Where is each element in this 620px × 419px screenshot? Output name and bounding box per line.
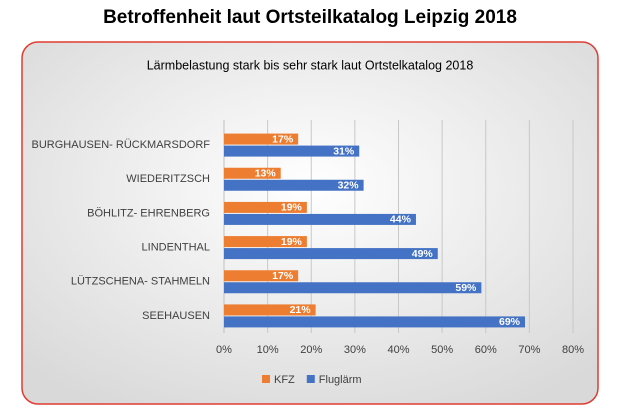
data-label: 21%	[290, 304, 312, 316]
x-tick-label: 40%	[387, 344, 409, 356]
x-tick-label: 0%	[216, 344, 232, 356]
data-label: 31%	[333, 145, 355, 157]
chart-title: Lärmbelastung stark bis sehr stark laut …	[147, 58, 474, 72]
data-label: 69%	[499, 316, 521, 328]
x-tick-label: 10%	[257, 344, 279, 356]
y-tick-label: BURGHAUSEN- RÜCKMARSDORF	[32, 139, 211, 151]
x-tick-label: 20%	[300, 344, 322, 356]
bar	[224, 304, 316, 316]
x-tick-label: 80%	[562, 344, 584, 356]
bar	[224, 167, 281, 179]
x-tick-label: 30%	[344, 344, 366, 356]
bar	[224, 316, 526, 328]
bar	[224, 145, 360, 157]
bar	[224, 248, 438, 260]
bar	[224, 201, 307, 213]
y-tick-label: LÜTZSCHENA- STAHMELN	[71, 276, 210, 288]
x-tick-label: 60%	[475, 344, 497, 356]
data-label: 32%	[338, 180, 360, 192]
data-label: 49%	[412, 248, 434, 260]
legend-swatch	[262, 375, 270, 383]
y-tick-label: SEEHAUSEN	[142, 310, 210, 322]
bar	[224, 282, 482, 294]
data-label: 19%	[281, 236, 303, 248]
y-tick-label: WIEDERITZSCH	[126, 173, 210, 185]
data-label: 19%	[281, 202, 303, 214]
x-tick-label: 50%	[431, 344, 453, 356]
y-tick-label: LINDENTHAL	[142, 241, 210, 253]
page-heading: Betroffenheit laut Ortsteilkatalog Leipz…	[103, 7, 517, 28]
bar	[224, 213, 416, 225]
bar	[224, 270, 299, 282]
bar	[224, 179, 364, 191]
y-tick-label: BÖHLITZ- EHRENBERG	[87, 207, 210, 219]
data-label: 44%	[390, 214, 412, 226]
bar	[224, 133, 299, 145]
legend-swatch	[306, 375, 315, 383]
legend-label: KFZ	[274, 374, 295, 386]
data-label: 13%	[255, 168, 277, 180]
legend-label: Fluglärm	[319, 374, 362, 386]
data-label: 17%	[272, 270, 294, 282]
data-label: 59%	[455, 282, 477, 294]
data-label: 17%	[272, 133, 294, 145]
x-tick-label: 70%	[518, 344, 540, 356]
bar	[224, 236, 307, 248]
